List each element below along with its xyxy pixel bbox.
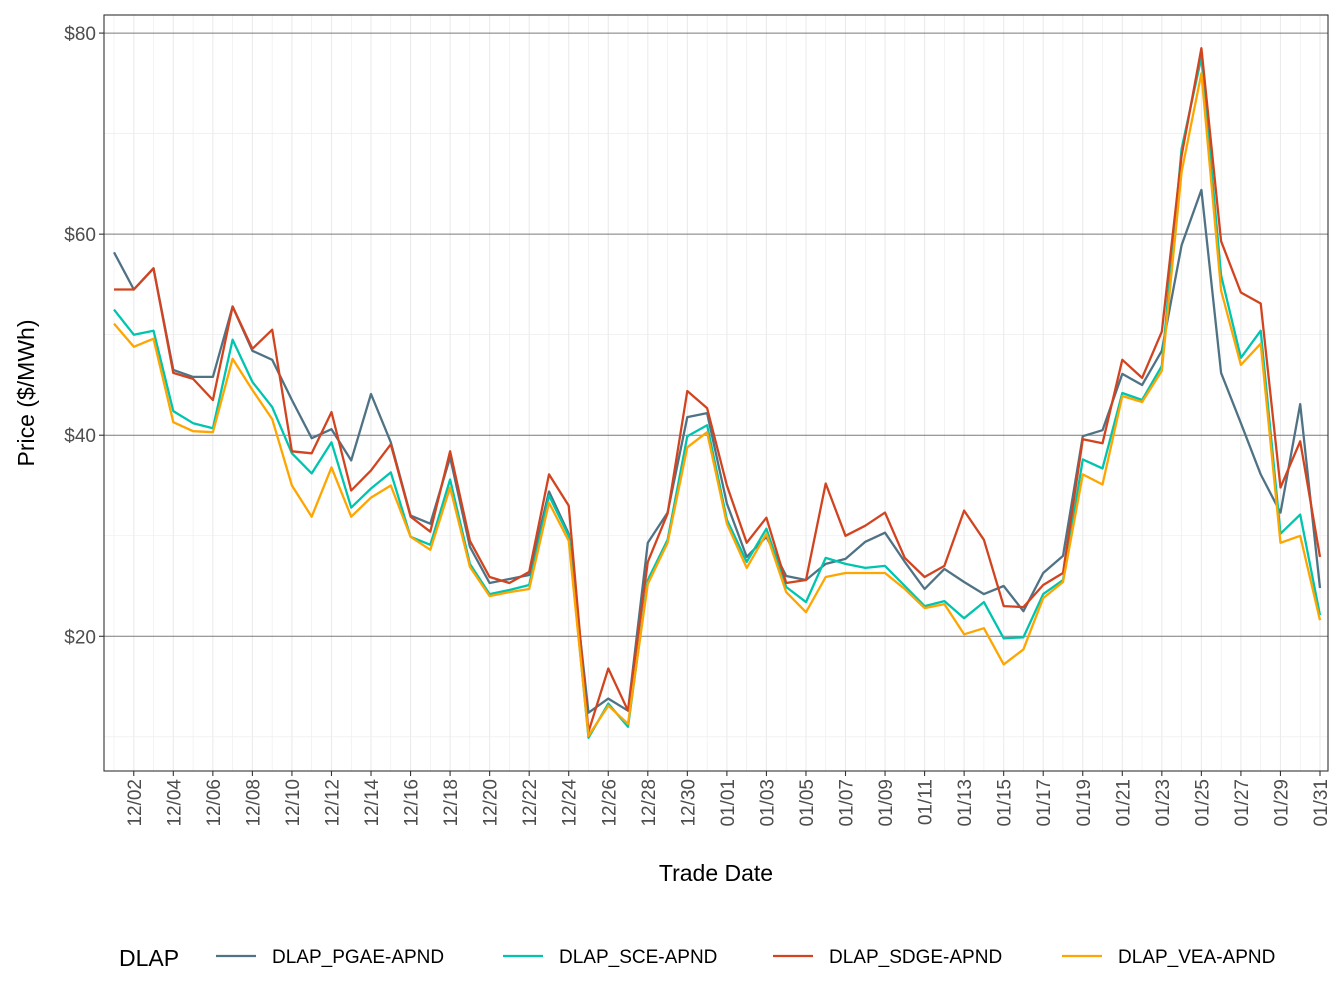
series-line-dlap-sdge-apnd <box>114 47 1322 733</box>
x-tick-label: 12/06 <box>204 779 225 827</box>
x-tick-label: 12/28 <box>639 779 660 827</box>
x-tick-label: 01/23 <box>1153 779 1174 827</box>
y-tick-label: $20 <box>64 627 96 648</box>
x-axis: 12/02 12/04 12/06 12/08 12/10 12/12 12/14 12/16… <box>125 771 1332 827</box>
x-tick-label: 12/16 <box>402 779 423 827</box>
x-tick-label: 12/26 <box>599 779 620 827</box>
x-tick-label: 01/01 <box>718 779 739 827</box>
x-tick-label: 12/10 <box>283 779 304 827</box>
y-tick-label: $40 <box>64 426 96 447</box>
legend-item: DLAP_VEA-APND <box>1062 947 1275 968</box>
x-tick-label: 12/12 <box>322 779 343 827</box>
series-line-dlap-vea-apnd <box>113 72 1322 737</box>
x-tick-label: 12/30 <box>678 779 699 827</box>
legend-item: DLAP_PGAE-APND <box>216 947 444 968</box>
x-tick-label: 12/02 <box>125 779 146 827</box>
x-tick-label: 12/08 <box>243 779 264 827</box>
x-tick-label: 12/18 <box>441 779 462 827</box>
legend-label: DLAP_SCE-APND <box>559 947 717 968</box>
x-tick-label: 01/27 <box>1232 779 1253 827</box>
x-tick-label: 01/29 <box>1271 779 1292 827</box>
x-tick-label: 12/14 <box>362 779 383 827</box>
x-tick-label: 12/20 <box>481 779 502 827</box>
plot-panel-border <box>103 14 1329 772</box>
legend-label: DLAP_SDGE-APND <box>829 947 1002 968</box>
x-tick-label: 01/05 <box>797 779 818 827</box>
legend-label: DLAP_VEA-APND <box>1118 947 1275 968</box>
legend-item: DLAP_SCE-APND <box>503 947 717 968</box>
x-tick-label: 01/21 <box>1113 779 1134 827</box>
legend: DLAP DLAP_PGAE-APND DLAP_SCE-APND DLAP_SDG… <box>119 945 1275 971</box>
x-tick-label: 12/04 <box>164 779 185 827</box>
x-tick-label: 01/31 <box>1311 779 1332 827</box>
y-tick-label: $80 <box>64 24 96 45</box>
x-tick-label: 01/03 <box>757 779 778 827</box>
series-lines <box>112 47 1322 739</box>
y-axis: $20 $40 $60 $80 <box>64 24 104 648</box>
y-axis-title: Price ($/MWh) <box>13 320 39 467</box>
x-tick-label: 01/07 <box>837 779 858 827</box>
minor-gridlines <box>104 15 1328 771</box>
x-tick-label: 01/09 <box>876 779 897 827</box>
x-tick-label: 12/22 <box>520 779 541 827</box>
x-axis-title: Trade Date <box>659 860 773 886</box>
y-tick-label: $60 <box>64 225 96 246</box>
legend-item: DLAP_SDGE-APND <box>773 947 1002 968</box>
x-tick-label: 01/13 <box>955 779 976 827</box>
legend-label: DLAP_PGAE-APND <box>272 947 444 968</box>
x-tick-label: 01/15 <box>995 779 1016 827</box>
x-tick-label: 01/25 <box>1192 779 1213 827</box>
x-tick-label: 01/19 <box>1074 779 1095 827</box>
legend-title: DLAP <box>119 945 179 971</box>
x-tick-label: 01/11 <box>916 779 937 825</box>
x-tick-label: 01/17 <box>1034 779 1055 827</box>
x-tick-label: 12/24 <box>560 779 581 827</box>
series-line-dlap-pgae-apnd <box>112 188 1322 714</box>
series-line-dlap-sce-apnd <box>113 56 1322 739</box>
